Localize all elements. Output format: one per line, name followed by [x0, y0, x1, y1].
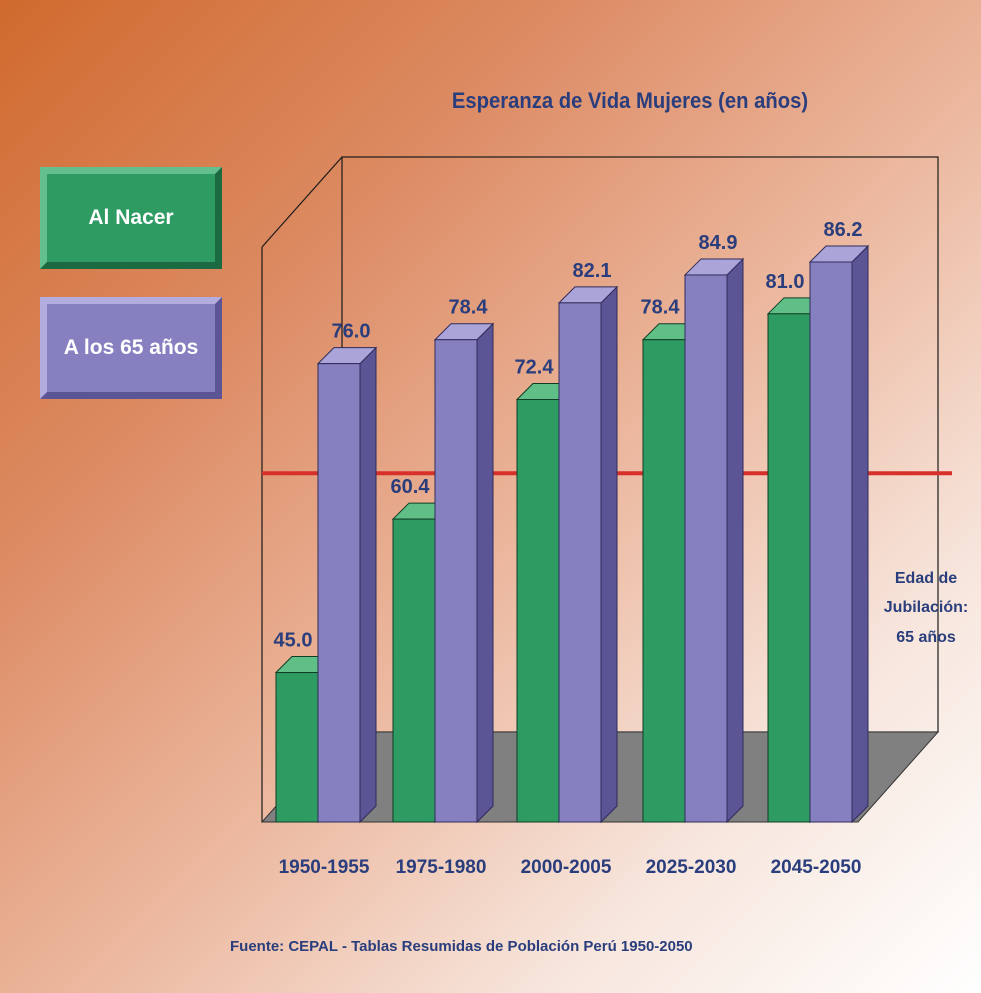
bar-s1-c3 — [684, 274, 728, 823]
chart-title: Esperanza de Vida Mujeres (en años) — [451, 88, 809, 113]
reference-annotation-line-2: 65 años — [896, 629, 956, 646]
bar-s1-c4 — [809, 261, 853, 823]
category-label-3: 2025-2030 — [646, 857, 737, 878]
bar-s0-c1 — [392, 518, 436, 823]
category-label-1: 1975-1980 — [396, 857, 487, 878]
plot-left-depth-edge — [261, 156, 343, 248]
legend-al-nacer: Al Nacer — [40, 167, 222, 269]
value-label-s1-c4: 86.2 — [824, 219, 863, 241]
bar-side-s1-c1 — [476, 322, 494, 824]
bar-s1-c0 — [317, 363, 361, 823]
bar-side-s1-c3 — [726, 257, 744, 824]
bar-s0-c0 — [275, 672, 319, 823]
value-label-s1-c2: 82.1 — [573, 260, 612, 282]
value-label-s1-c1: 78.4 — [449, 297, 489, 319]
category-label-2: 2000-2005 — [521, 857, 612, 878]
value-label-s0-c3: 78.4 — [641, 297, 681, 319]
bar-s1-c1 — [434, 339, 478, 823]
bar-s0-c4 — [767, 313, 811, 823]
legend-label-a-los-65: A los 65 años — [63, 336, 199, 359]
value-label-s1-c3: 84.9 — [699, 232, 738, 254]
value-label-s0-c1: 60.4 — [391, 476, 431, 498]
bar-s0-c3 — [642, 339, 686, 823]
value-label-s0-c0: 45.0 — [274, 630, 313, 652]
bar-side-s1-c4 — [851, 244, 869, 824]
bar-side-s1-c0 — [359, 346, 377, 824]
value-label-s0-c2: 72.4 — [515, 357, 555, 379]
reference-annotation-line-0: Edad de — [895, 570, 957, 587]
reference-annotation-line-1: Jubilación: — [884, 599, 968, 616]
value-label-s0-c4: 81.0 — [766, 271, 805, 293]
bar-s0-c2 — [516, 399, 560, 823]
source-note: Fuente: CEPAL - Tablas Resumidas de Pobl… — [230, 938, 693, 955]
bar-s1-c2 — [558, 302, 602, 823]
legend-label-al-nacer: Al Nacer — [88, 206, 174, 229]
legend-a-los-65: A los 65 años — [40, 297, 222, 399]
bar-side-s1-c2 — [600, 285, 618, 824]
category-label-0: 1950-1955 — [279, 857, 370, 878]
value-label-s1-c0: 76.0 — [332, 321, 371, 343]
category-label-4: 2045-2050 — [771, 857, 862, 878]
